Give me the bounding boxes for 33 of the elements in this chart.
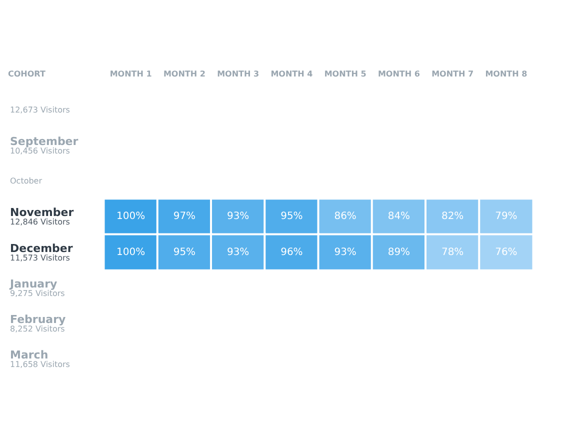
data-label: 86%	[334, 211, 356, 222]
x-tick-label: MONTH 8	[485, 70, 528, 78]
x-tick-label: MONTH 7	[432, 70, 474, 78]
data-label: 95%	[173, 246, 196, 258]
data-label: 100%	[116, 246, 146, 258]
data-label: 79%	[495, 211, 518, 222]
y-axis-title: COHORT	[8, 70, 46, 78]
data-label: 93%	[226, 211, 250, 222]
y-tick-label: 12,673 Visitors	[10, 105, 70, 114]
data-label: 93%	[226, 246, 250, 258]
y-tick-label: February 8,252 Visitors	[10, 313, 66, 334]
y-tick-label: March 11,658 Visitors	[10, 348, 70, 370]
data-label: 96%	[280, 246, 303, 258]
data-label: 82%	[441, 211, 464, 222]
y-tick-label: November 12,846 Visitors	[10, 206, 74, 227]
x-tick-label: MONTH 3	[217, 70, 260, 78]
y-tick-label: December 11,573 Visitors	[10, 242, 74, 262]
data-label: 84%	[388, 211, 410, 222]
y-tick-label: January 9,275 Visitors	[9, 277, 65, 298]
x-tick-label: MONTH 1	[110, 70, 152, 78]
data-label: 100%	[116, 211, 146, 222]
data-label: 76%	[495, 246, 518, 258]
x-tick-label: MONTH 2	[163, 70, 206, 78]
y-tick-label: September 10,456 Visitors	[10, 134, 79, 156]
data-label: 78%	[441, 246, 464, 258]
data-label: 97%	[173, 211, 196, 222]
data-label: 95%	[280, 211, 303, 222]
x-tick-label: MONTH 4	[270, 70, 314, 78]
data-label: 93%	[334, 246, 356, 258]
data-label: 89%	[388, 246, 410, 258]
x-tick-label: MONTH 6	[378, 70, 420, 78]
y-tick-label: October	[10, 176, 43, 186]
x-tick-label: MONTH 5	[324, 70, 367, 78]
